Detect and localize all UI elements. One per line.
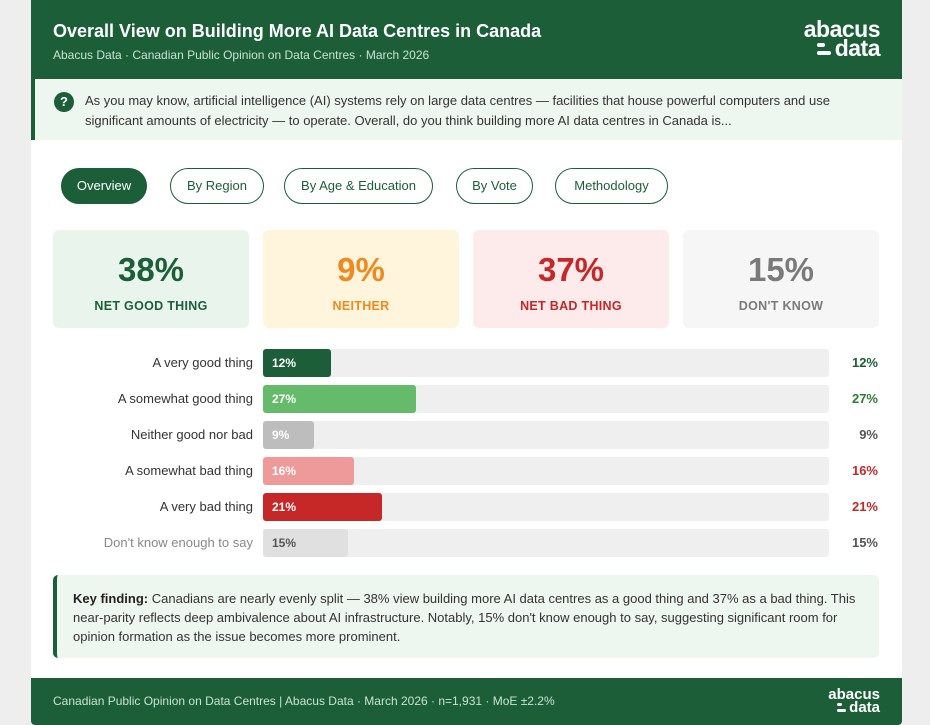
- bar-category-label: A very bad thing: [159, 499, 253, 514]
- bar-data-label: 15%: [272, 536, 297, 550]
- stat-value: 37%: [537, 251, 605, 288]
- bar-track: 12%: [263, 349, 829, 377]
- footer-abacus-logo: abacus data: [820, 686, 880, 716]
- key-finding-text: Canadians are nearly evenly split — 38% …: [73, 591, 856, 644]
- bar-value-label: 12%: [851, 355, 878, 370]
- bar: 27%: [263, 385, 416, 413]
- bar-track: 27%: [263, 385, 829, 413]
- bar-category-label: Neither good nor bad: [130, 427, 253, 442]
- footer: Canadian Public Opinion on Data Centres …: [31, 678, 902, 725]
- bar-data-label: 12%: [272, 356, 297, 370]
- stat-value: 15%: [747, 251, 815, 288]
- bar-value-label: 9%: [859, 427, 878, 442]
- page-subtitle: Abacus Data · Canadian Public Opinion on…: [53, 48, 430, 62]
- bar-value-label: 15%: [851, 535, 878, 550]
- stat-value: 38%: [117, 251, 185, 288]
- report-card: Overall View on Building More AI Data Ce…: [31, 0, 902, 725]
- bar: 15%: [263, 529, 348, 557]
- bar-track: 16%: [263, 457, 829, 485]
- stat-label: NEITHER: [332, 299, 390, 313]
- bar-value-label: 16%: [851, 463, 878, 478]
- stat-card-dont-know: 15% DON'T KNOW: [683, 230, 879, 328]
- key-finding-box: Key finding: Canadians are nearly evenly…: [53, 575, 879, 658]
- footer-logo-dots-icon: [837, 703, 847, 712]
- footer-text: Canadian Public Opinion on Data Centres …: [53, 694, 555, 708]
- bar-data-label: 21%: [272, 500, 297, 514]
- tab-overview[interactable]: Overview: [61, 168, 147, 204]
- stat-card-net-bad: 37% NET BAD THING: [473, 230, 669, 328]
- tab-by-vote[interactable]: By Vote: [456, 168, 533, 204]
- stat-card-net-good: 38% NET GOOD THING: [53, 230, 249, 328]
- stat-label: NET GOOD THING: [94, 299, 208, 313]
- survey-question: ? As you may know, artificial intelligen…: [31, 79, 902, 140]
- stat-value: 9%: [337, 251, 385, 288]
- bar-category-label: A somewhat good thing: [117, 391, 253, 406]
- bar-track: 15%: [263, 529, 829, 557]
- bar-category-label: Don't know enough to say: [103, 535, 253, 550]
- stat-card-neither: 9% NEITHER: [263, 230, 459, 328]
- tab-by-age-education[interactable]: By Age & Education: [284, 168, 433, 204]
- logo-text-bottom: data: [834, 35, 881, 61]
- bar-data-label: 27%: [272, 392, 297, 406]
- bar: 16%: [263, 457, 354, 485]
- tab-methodology[interactable]: Methodology: [555, 168, 668, 204]
- bar: 9%: [263, 421, 314, 449]
- question-text: As you may know, artificial intelligence…: [85, 93, 830, 128]
- logo-text-top: abacus: [803, 16, 881, 42]
- stat-label: DON'T KNOW: [738, 299, 824, 313]
- header: Overall View on Building More AI Data Ce…: [31, 0, 902, 79]
- page-title: Overall View on Building More AI Data Ce…: [53, 21, 542, 41]
- stat-label: NET BAD THING: [520, 299, 622, 313]
- logo-dots-icon: [816, 42, 831, 55]
- bar-data-label: 9%: [272, 428, 290, 442]
- question-icon: ?: [54, 92, 74, 112]
- key-finding-label: Key finding:: [73, 591, 149, 606]
- bar-track: 9%: [263, 421, 829, 449]
- bar-category-label: A somewhat bad thing: [125, 463, 253, 478]
- abacus-logo: abacus data: [790, 16, 881, 61]
- bar-value-label: 21%: [851, 499, 878, 514]
- bar-value-label: 27%: [851, 391, 878, 406]
- footer-logo-text-bottom: data: [849, 699, 880, 716]
- tab-by-region[interactable]: By Region: [170, 168, 264, 204]
- bar-track: 21%: [263, 493, 829, 521]
- bar-category-label: A very good thing: [152, 355, 253, 370]
- bar-data-label: 16%: [272, 464, 297, 478]
- bar: 12%: [263, 349, 331, 377]
- bar: 21%: [263, 493, 382, 521]
- footer-logo-text-top: abacus: [828, 686, 880, 703]
